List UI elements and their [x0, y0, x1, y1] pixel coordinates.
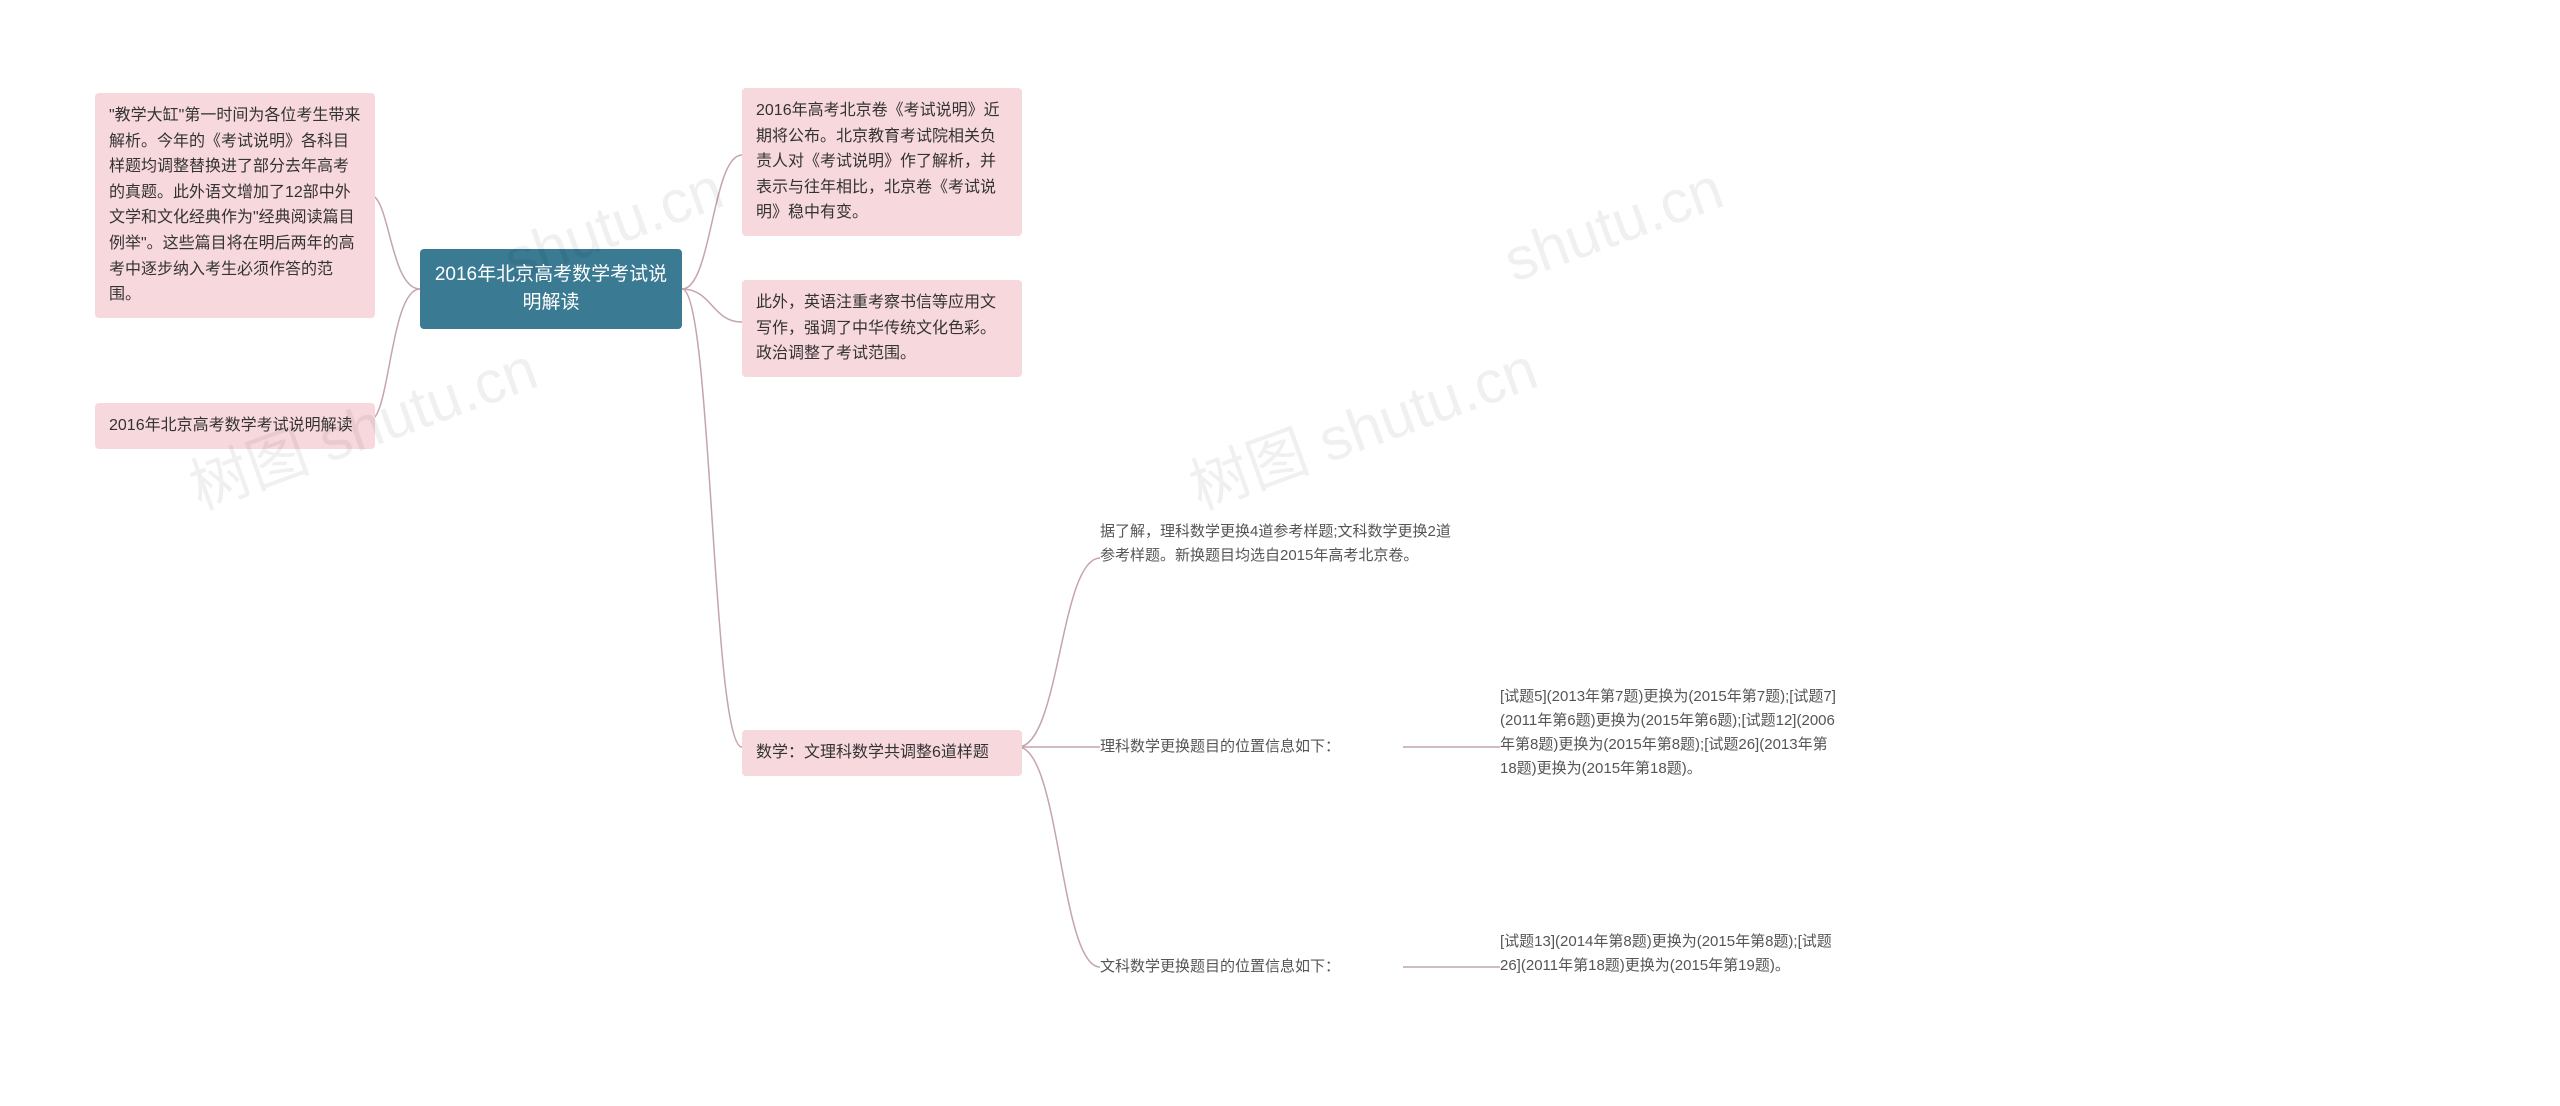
math-item-2-label: 理科数学更换题目的位置信息如下：	[1100, 735, 1410, 759]
math-item-3-label: 文科数学更换题目的位置信息如下：	[1100, 955, 1410, 979]
math-item-2-detail: [试题5](2013年第7题)更换为(2015年第7题);[试题7](2011年…	[1500, 685, 1840, 781]
right-box-1: 2016年高考北京卷《考试说明》近期将公布。北京教育考试院相关负责人对《考试说明…	[742, 88, 1022, 236]
right-box-3: 数学：文理科数学共调整6道样题	[742, 730, 1022, 776]
center-node: 2016年北京高考数学考试说明解读	[420, 249, 682, 329]
math-item-1: 据了解，理科数学更换4道参考样题;文科数学更换2道参考样题。新换题目均选自201…	[1100, 520, 1460, 568]
left-box-2: 2016年北京高考数学考试说明解读	[95, 403, 375, 449]
math-item-3-detail: [试题13](2014年第8题)更换为(2015年第8题);[试题26](201…	[1500, 930, 1840, 978]
left-box-1: "教学大缸"第一时间为各位考生带来解析。今年的《考试说明》各科目样题均调整替换进…	[95, 93, 375, 318]
right-box-2: 此外，英语注重考察书信等应用文写作，强调了中华传统文化色彩。政治调整了考试范围。	[742, 280, 1022, 377]
